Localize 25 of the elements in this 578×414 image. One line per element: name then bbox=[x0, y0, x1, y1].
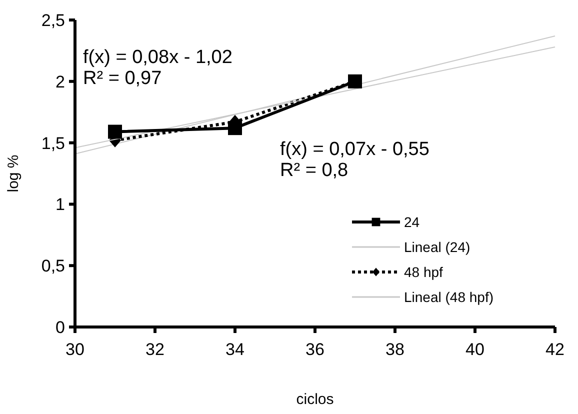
annotation: f(x) = 0,08x - 1,02 bbox=[83, 47, 232, 68]
x-tick-label: 42 bbox=[546, 340, 564, 359]
x-tick-label: 30 bbox=[66, 340, 84, 359]
y-tick-label: 0 bbox=[56, 318, 65, 337]
x-tick-label: 36 bbox=[306, 340, 324, 359]
x-tick-label: 40 bbox=[466, 340, 484, 359]
x-axis-title: ciclos bbox=[296, 391, 334, 408]
legend-label: Lineal (24) bbox=[404, 238, 470, 255]
y-axis-title: log % bbox=[5, 154, 22, 192]
annotation: R² = 0,8 bbox=[280, 160, 348, 181]
legend-label: 48 hpf bbox=[404, 264, 444, 280]
y-tick-label: 2,5 bbox=[41, 10, 65, 30]
annotation: f(x) = 0,07x - 0,55 bbox=[280, 139, 430, 160]
y-tick-label: 1 bbox=[56, 195, 65, 214]
x-tick-label: 32 bbox=[146, 340, 164, 359]
y-tick-label: 0,5 bbox=[41, 256, 65, 276]
point bbox=[108, 124, 122, 139]
x-tick-label: 34 bbox=[226, 340, 244, 359]
point bbox=[228, 121, 242, 136]
legend-label: 24 bbox=[404, 214, 420, 230]
annotation: R² = 0,97 bbox=[83, 68, 162, 89]
y-tick-label: 1,5 bbox=[41, 134, 65, 153]
legend-label: Lineal (48 hpf) bbox=[404, 288, 494, 305]
x-tick-label: 38 bbox=[386, 340, 404, 359]
y-tick-label: 2 bbox=[56, 72, 65, 92]
